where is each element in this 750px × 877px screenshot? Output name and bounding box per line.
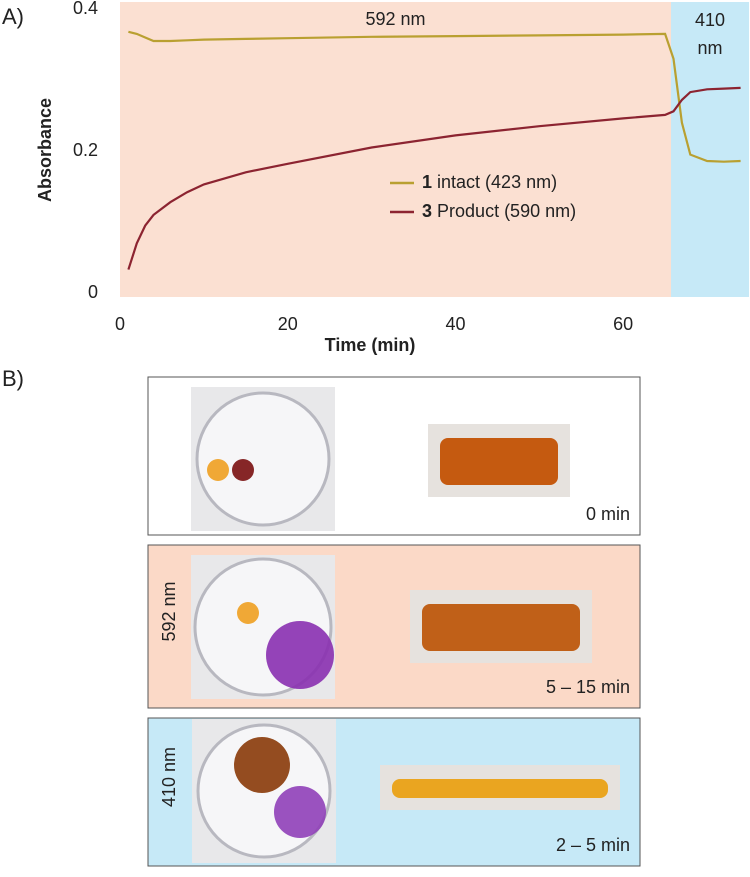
dye-spot <box>234 737 290 793</box>
panel-label: A) <box>2 4 24 29</box>
legend-name: Product (590 nm) <box>437 201 576 221</box>
time-label: 5 – 15 min <box>546 677 630 697</box>
time-label: 0 min <box>586 504 630 524</box>
time-label: 2 – 5 min <box>556 835 630 855</box>
gel <box>422 604 580 651</box>
region-label: 592 nm <box>365 9 425 29</box>
y-tick-label: 0 <box>88 282 98 302</box>
petri-dish <box>195 391 331 527</box>
gel <box>440 438 558 485</box>
x-tick-label: 60 <box>613 314 633 334</box>
x-tick-label: 0 <box>115 314 125 334</box>
dye-spot <box>237 602 259 624</box>
shaded-region <box>671 2 749 297</box>
y-tick-label: 0.4 <box>73 0 98 18</box>
x-tick-label: 20 <box>278 314 298 334</box>
dye-spot <box>232 459 254 481</box>
dye-spot <box>207 459 229 481</box>
data-line <box>127 86 741 270</box>
dye-spot <box>266 621 334 689</box>
dye-spot <box>274 786 326 838</box>
y-axis-title: Absorbance <box>35 98 55 202</box>
legend-compound: 1 <box>422 172 432 192</box>
y-tick-label: 0.2 <box>73 140 98 160</box>
legend-name: intact (423 nm) <box>437 172 557 192</box>
region-label: 410 nm <box>694 10 726 58</box>
legend-compound: 3 <box>422 201 432 221</box>
x-axis-title: Time (min) <box>325 335 416 355</box>
shaded-region <box>120 2 672 297</box>
panel-label: B) <box>2 366 24 391</box>
legend-entry: 3 Product (590 nm) <box>422 201 576 221</box>
x-tick-label: 40 <box>445 314 465 334</box>
gel <box>392 779 608 798</box>
side-label: 592 nm <box>159 581 179 641</box>
data-line <box>128 30 741 163</box>
side-label: 410 nm <box>159 747 179 807</box>
legend-entry: 1 intact (423 nm) <box>422 172 557 192</box>
region-label-box: 410 nm <box>694 10 726 58</box>
